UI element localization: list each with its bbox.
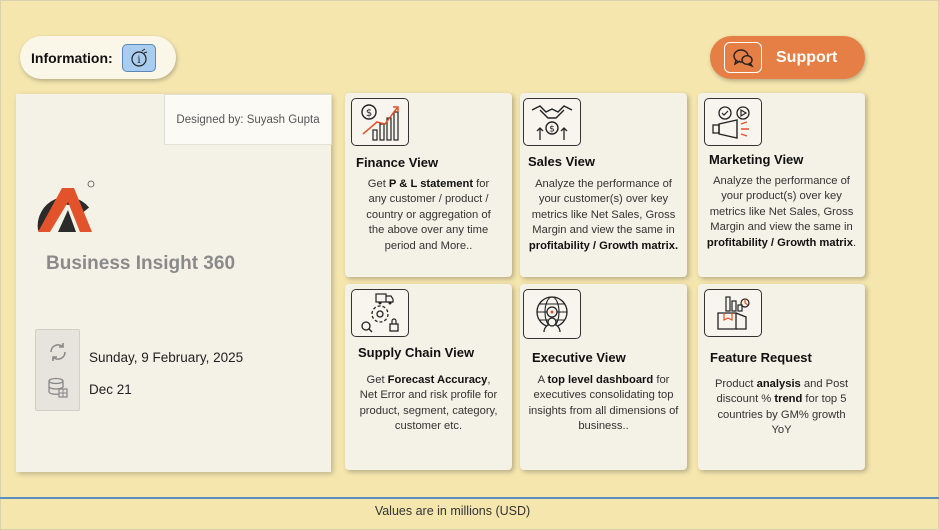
executive-globe-icon [536,296,568,333]
supply-chain-view-card[interactable]: Supply Chain View Get Forecast Accuracy,… [345,284,512,470]
sales-view-card[interactable]: $ Sales View Analyze the performance of … [520,93,687,277]
refresh-info-box [35,329,80,411]
footer-note: Values are in millions (USD) [374,504,531,518]
refresh-time: Dec 21 [89,382,132,397]
executive-view-title: Executive View [532,350,626,365]
handshake-dollar-icon: $ [531,105,573,140]
svg-text:i: i [137,55,140,66]
marketing-view-card[interactable]: Marketing View Analyze the performance o… [698,93,865,277]
finance-view-card[interactable]: $ Finance View Get P & L statement for a… [345,93,512,277]
info-touch-icon: i [131,48,147,67]
feature-request-card[interactable]: Feature Request Product analysis and Pos… [698,284,865,470]
left-panel: Designed by: Suyash Gupta Business Insig… [16,94,332,472]
executive-view-card[interactable]: Executive View A top level dashboard for… [520,284,687,470]
marketing-view-title: Marketing View [709,152,804,167]
supply-chain-view-title: Supply Chain View [358,345,475,360]
chat-bubbles-icon [733,48,754,67]
sales-view-title: Sales View [528,154,595,169]
sales-view-description: Analyze the performance of your customer… [528,178,679,252]
supply-chain-icon [361,293,399,333]
finance-chart-icon: $ [361,104,399,141]
refresh-icon[interactable] [47,341,69,363]
information-pill: Information: i [20,36,176,79]
current-date: Sunday, 9 February, 2025 [89,350,244,365]
feature-box-icon [717,296,750,330]
finance-icon-box: $ [351,98,409,146]
feature-request-title: Feature Request [710,350,812,365]
supply-chain-icon-box [351,289,409,337]
supply-chain-view-description: Get Forecast Accuracy, Net Error and ris… [359,374,498,433]
feature-request-icon-box [704,289,762,337]
designed-by-text: Designed by: Suyash Gupta [176,113,320,126]
svg-text:$: $ [366,108,372,119]
footer-divider [0,497,939,499]
svg-text:$: $ [549,125,555,135]
support-button[interactable]: Support [710,36,865,79]
executive-view-description: A top level dashboard for executives con… [528,374,679,433]
feature-request-description: Product analysis and Post discount % tre… [714,378,849,437]
atliq-logo [37,180,95,232]
marketing-icon-box [704,98,762,146]
finance-view-title: Finance View [356,155,439,170]
support-label: Support [776,48,838,66]
megaphone-icon [712,106,750,139]
support-icon-box [724,42,762,73]
information-button[interactable]: i [121,43,156,72]
marketing-view-description: Analyze the performance of your product(… [706,175,857,249]
database-icon [48,377,68,398]
app-title: Business Insight 360 [46,253,236,274]
sales-icon-box: $ [523,98,581,146]
information-label: Information: [31,49,113,66]
designed-by-box: Designed by: Suyash Gupta [164,94,332,145]
finance-view-description: Get P & L statement for any customer / p… [366,178,491,252]
executive-icon-box [523,289,581,339]
